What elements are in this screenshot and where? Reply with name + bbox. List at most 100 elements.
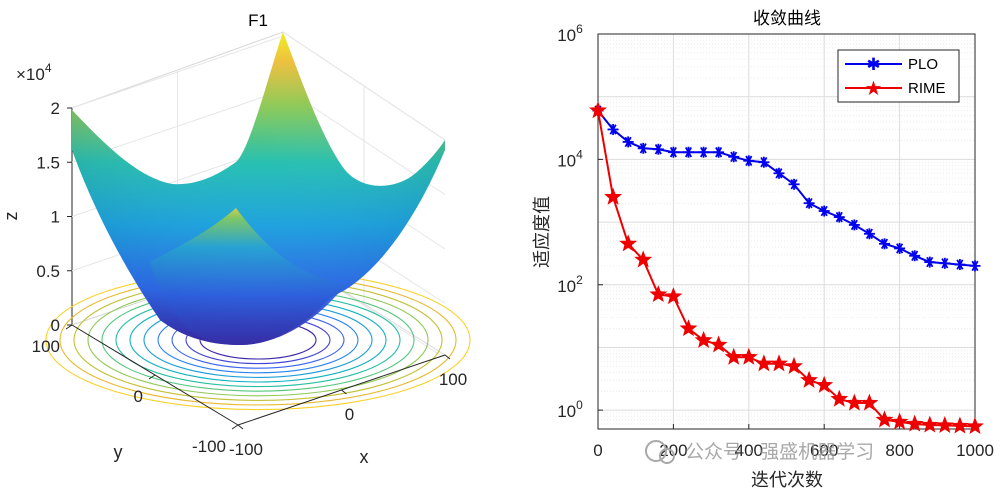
series-marker-rime xyxy=(634,250,653,268)
legend-label-rime: RIME xyxy=(908,80,946,97)
y-axis-ticks: -100 0 100 xyxy=(32,324,239,456)
bowl-shading xyxy=(72,32,445,345)
series-marker-plo xyxy=(818,205,830,217)
y-tick-power: 6 xyxy=(576,22,583,36)
x-tick-label: 600 xyxy=(810,441,838,460)
x-tick-label: 1000 xyxy=(956,441,994,460)
series-marker-rime xyxy=(604,187,623,205)
series-marker-plo xyxy=(954,259,966,271)
wechat-icon-bubble xyxy=(659,448,675,464)
series-marker-plo xyxy=(833,211,845,223)
series-marker-rime xyxy=(589,101,607,119)
series-marker-plo xyxy=(939,257,951,269)
y-tick-mark xyxy=(148,374,156,380)
y-tick-mark xyxy=(65,324,73,330)
x-tick-label: 800 xyxy=(885,441,913,460)
series-marker-plo xyxy=(894,242,906,254)
series-marker-rime xyxy=(905,414,924,432)
series-marker-plo xyxy=(743,155,755,167)
series-marker-rime xyxy=(649,285,668,303)
y-tick-label: 0 xyxy=(134,387,143,406)
y-tick-label: 102 xyxy=(557,273,583,296)
series-marker-rime xyxy=(966,416,984,435)
x-tick-label: 400 xyxy=(735,441,763,460)
y-tick-power: 2 xyxy=(576,273,583,287)
x-tick-mark xyxy=(237,424,244,430)
y-tick-power: 4 xyxy=(576,147,583,161)
y-tick-power: 0 xyxy=(576,398,583,412)
watermark-text: 公众号 · 强盛机器学习 xyxy=(685,441,874,463)
series-marker-plo xyxy=(969,260,981,272)
legend-marker-plo: ✱ xyxy=(866,55,880,75)
z-exponent-base: ×10 xyxy=(16,65,45,84)
series-marker-rime xyxy=(619,234,638,252)
z-tick-label: 0 xyxy=(51,316,60,335)
series-marker-plo xyxy=(803,197,815,209)
y-tick-label: 100 xyxy=(557,398,583,421)
y-tick-label: 100 xyxy=(32,337,60,356)
surface-mesh xyxy=(72,32,445,345)
z-exponent-label: ×104 xyxy=(16,61,52,84)
convergence-series xyxy=(589,101,984,435)
series-marker-plo xyxy=(652,143,664,155)
series-marker-plo xyxy=(622,136,634,148)
z-tick-label: 0.5 xyxy=(36,262,60,281)
y-tick-label: 106 xyxy=(557,22,583,45)
series-marker-rime xyxy=(845,393,864,411)
series-marker-rime xyxy=(875,410,894,428)
series-marker-plo xyxy=(637,142,649,154)
x-tick-mark xyxy=(341,389,347,395)
surface-title: F1 xyxy=(248,11,268,30)
z-axis-label: z xyxy=(1,212,21,221)
y-tick-base: 10 xyxy=(557,151,576,170)
x-tick-label: 100 xyxy=(439,370,467,389)
y-tick-base: 10 xyxy=(557,26,576,45)
series-marker-rime xyxy=(935,415,954,434)
y-axis-label: y xyxy=(114,442,123,462)
series-marker-plo xyxy=(924,256,936,268)
z-tick-label: 1.5 xyxy=(36,153,60,172)
series-marker-rime xyxy=(890,412,909,430)
series-marker-plo xyxy=(848,219,860,231)
x-axis-label: x xyxy=(360,447,369,467)
plot-frame xyxy=(597,33,976,430)
series-marker-rime xyxy=(860,393,879,411)
series-marker-rime xyxy=(830,389,849,407)
x-axis-ticks: -100 0 100 xyxy=(229,354,467,459)
x-tick-label: -100 xyxy=(229,440,263,459)
legend: ✱ PLO ★ RIME xyxy=(837,49,960,103)
series-marker-rime xyxy=(664,287,683,305)
y-tick-base: 10 xyxy=(557,402,576,421)
legend-label-plo: PLO xyxy=(908,56,938,73)
series-marker-plo xyxy=(682,146,694,158)
series-marker-plo xyxy=(728,151,740,163)
watermark: 公众号 · 强盛机器学习 xyxy=(645,440,874,464)
x-tick-label: 200 xyxy=(659,441,687,460)
legend-marker-rime: ★ xyxy=(865,76,883,100)
x-axis-ticks: 0 200 400 600 800 1000 xyxy=(593,424,994,460)
series-marker-plo xyxy=(909,250,921,262)
wechat-icon xyxy=(645,440,667,462)
series-marker-plo xyxy=(698,146,710,158)
series-marker-rime xyxy=(770,354,788,372)
x-tick-label: 0 xyxy=(345,405,354,424)
z-exponent-power: 4 xyxy=(45,61,52,75)
series-marker-plo xyxy=(788,178,800,190)
x-tick-label: 0 xyxy=(593,441,602,460)
y-tick-label: 104 xyxy=(557,147,583,170)
series-marker-rime xyxy=(800,370,819,388)
y-tick-base: 10 xyxy=(557,277,576,296)
series-marker-rime xyxy=(920,415,939,433)
x-tick-mark xyxy=(444,354,451,360)
series-marker-rime xyxy=(815,375,834,393)
series-marker-rime xyxy=(694,330,713,348)
series-marker-plo xyxy=(758,156,770,168)
series-marker-plo xyxy=(879,238,891,250)
series-marker-plo xyxy=(713,146,725,158)
series-marker-plo xyxy=(667,146,679,158)
series-marker-rime xyxy=(950,416,969,434)
series-marker-plo xyxy=(607,123,619,135)
